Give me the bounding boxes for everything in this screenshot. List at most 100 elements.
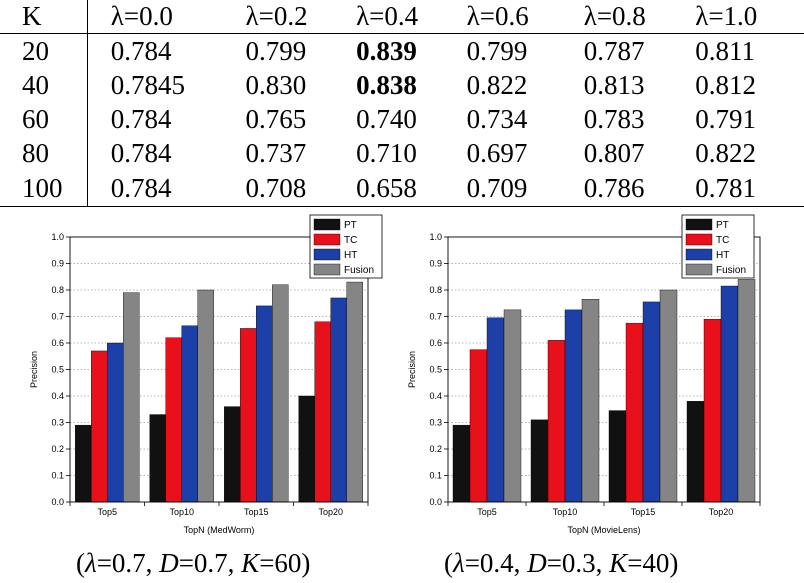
table-cell: 0.709: [466, 170, 584, 207]
bar-tc: [314, 321, 331, 503]
table-cell: 0.812: [695, 69, 756, 100]
header-lambda-02: λ=0.2: [245, 0, 357, 34]
y-tick-label: 0.9: [429, 259, 442, 269]
x-tick-label: Top5: [97, 507, 117, 517]
y-tick-label: 0.0: [51, 497, 64, 507]
table-cell: 0.822: [466, 69, 528, 100]
table-cell-k: 80: [0, 136, 88, 170]
table-row: 100 0.784 0.708 0.658 0.709 0.786 0.781: [0, 170, 804, 207]
chart-medworm-svg: 0.0 0.1 0.2 0.3 0.4 0.5 0.6 0.7 0.8 0.9 1.0 Top5 Top…: [29, 214, 383, 535]
legend-label-tc: TC: [716, 235, 729, 246]
x-tick-label: Top15: [631, 507, 656, 517]
bar-ht: [330, 297, 347, 503]
table-cell: 0.734: [466, 103, 528, 134]
legend-swatch-fusion: [685, 263, 713, 276]
table-cell: 0.813: [583, 69, 645, 100]
legend-swatch-tc: [313, 233, 341, 246]
y-tick-label: 0.7: [429, 312, 442, 322]
legend-label-fusion: Fusion: [716, 265, 746, 276]
x-tick-label: Top5: [477, 507, 497, 517]
legend-label-fusion: Fusion: [344, 265, 374, 276]
y-axis-label: Precision: [407, 351, 417, 388]
y-tick-label: 0.4: [51, 391, 64, 401]
table-cell: 0.839: [356, 35, 417, 66]
x-tick-label: Top10: [169, 507, 194, 517]
table-cell: 0.784: [110, 103, 172, 134]
table-cell-k: 60: [0, 102, 88, 136]
x-axis-label: TopN (MedWorm): [184, 525, 255, 535]
table-cell: 0.784: [87, 170, 246, 207]
bar-ht: [564, 309, 583, 503]
bar-fusion: [272, 284, 289, 503]
table-cell: 0.737: [245, 137, 307, 168]
header-lambda-04: λ=0.4: [356, 0, 467, 34]
caption-right: (λ=0.4, D=0.3, K=40): [444, 548, 679, 578]
legend-label-ht: HT: [344, 250, 357, 261]
y-tick-label: 0.1: [51, 471, 64, 481]
table-cell: 0.783: [583, 103, 645, 134]
legend-swatch-pt: [685, 218, 713, 231]
y-tick-label: 1.0: [429, 232, 442, 242]
bar-fusion: [346, 281, 363, 503]
table-cell: 0.710: [356, 137, 417, 168]
y-tick-label: 1.0: [51, 232, 64, 242]
table-cell: 0.811: [695, 35, 755, 66]
x-axis-label: TopN (MovieLens): [567, 525, 640, 535]
bar-tc: [703, 318, 722, 503]
y-tick-label: 0.9: [51, 259, 64, 269]
table-cell: 0.807: [583, 137, 645, 168]
bar-ht: [107, 342, 124, 503]
legend: PT TC HT Fusion: [309, 214, 383, 279]
legend-swatch-fusion: [313, 263, 341, 276]
bar-fusion: [197, 289, 214, 503]
table-cell: 0.784: [110, 137, 172, 168]
bar-ht: [642, 301, 661, 503]
y-tick-label: 0.3: [51, 418, 64, 428]
chart-movielens: 0.0 0.1 0.2 0.3 0.4 0.5 0.6 0.7 0.8 0.9 1.0 Top5 Top…: [400, 214, 800, 545]
y-tick-label: 0.5: [51, 365, 64, 375]
bar-ht: [256, 305, 273, 503]
bar-pt: [452, 424, 471, 503]
chart-movielens-svg: 0.0 0.1 0.2 0.3 0.4 0.5 0.6 0.7 0.8 0.9 1.0 Top5 Top…: [407, 214, 761, 535]
table-row: 60 0.784 0.765 0.740 0.734 0.783 0.791: [0, 102, 804, 136]
y-tick-label: 0.6: [429, 338, 442, 348]
legend-label-pt: PT: [344, 220, 357, 231]
bar-tc: [469, 349, 488, 503]
table-cell: 0.787: [583, 35, 645, 66]
bar-ht: [720, 285, 739, 503]
table-cell-k: 100: [0, 170, 88, 207]
x-tick-label: Top20: [709, 507, 734, 517]
table-cell: 0.708: [245, 170, 357, 207]
y-tick-label: 0.2: [429, 444, 442, 454]
bar-pt: [298, 395, 315, 503]
legend-label-tc: TC: [344, 235, 357, 246]
table-cell: 0.786: [583, 170, 696, 207]
plot-frame: [447, 236, 761, 503]
header-lambda-10: λ=1.0: [695, 0, 804, 34]
bar-ht: [486, 317, 505, 503]
y-tick-label: 0.3: [429, 418, 442, 428]
legend: PT TC HT Fusion: [681, 214, 755, 279]
bar-fusion: [123, 292, 140, 503]
caption-left: (λ=0.7, D=0.7, K=60): [76, 548, 311, 578]
bar-pt: [608, 410, 627, 503]
y-tick-label: 0.4: [429, 391, 442, 401]
bar-pt: [686, 401, 705, 503]
table-row: 20 0.784 0.799 0.839 0.799 0.787 0.811: [0, 33, 804, 68]
table-cell: 0.697: [466, 137, 528, 168]
legend-label-pt: PT: [716, 220, 729, 231]
table-cell: 0.740: [356, 103, 417, 134]
k-lambda-table: K λ=0.0 λ=0.2 λ=0.4 λ=0.6 λ=0.8 λ=1.0 20…: [0, 0, 804, 207]
y-axis-label: Precision: [29, 351, 39, 388]
bar-fusion: [737, 279, 756, 503]
legend-label-ht: HT: [716, 250, 729, 261]
bar-tc: [547, 340, 566, 503]
legend-swatch-tc: [685, 233, 713, 246]
table-cell: 0.838: [356, 69, 417, 100]
y-tick-label: 0.2: [51, 444, 64, 454]
x-tick-label: Top15: [244, 507, 269, 517]
y-tick-label: 0.6: [51, 338, 64, 348]
legend-swatch-ht: [313, 248, 341, 261]
table-cell: 0.658: [356, 170, 467, 207]
chart-medworm: 0.0 0.1 0.2 0.3 0.4 0.5 0.6 0.7 0.8 0.9 1.0 Top5 Top…: [0, 214, 400, 545]
